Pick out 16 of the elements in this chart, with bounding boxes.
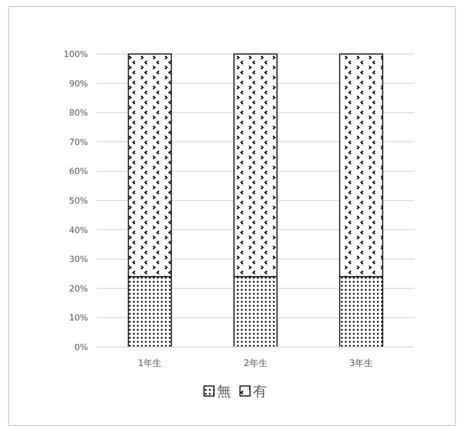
- x-tick-label: 2年生: [244, 358, 268, 369]
- legend-label: 有: [253, 384, 267, 400]
- y-tick-label: 0%: [74, 343, 88, 353]
- legend-label: 無: [217, 384, 231, 400]
- y-tick-label: 40%: [69, 226, 88, 236]
- y-tick-label: 90%: [69, 79, 88, 90]
- x-tick-label: 1年生: [138, 358, 162, 369]
- y-tick-label: 80%: [69, 108, 88, 119]
- y-tick-label: 60%: [69, 167, 88, 178]
- y-tick-label: 100%: [64, 50, 88, 60]
- y-tick-label: 20%: [69, 284, 88, 294]
- x-tick-label: 3年生: [349, 358, 374, 369]
- y-tick-label: 50%: [69, 196, 88, 206]
- y-tick-label: 30%: [69, 255, 88, 266]
- y-tick-label: 70%: [69, 138, 88, 148]
- y-tick-label: 10%: [69, 314, 88, 324]
